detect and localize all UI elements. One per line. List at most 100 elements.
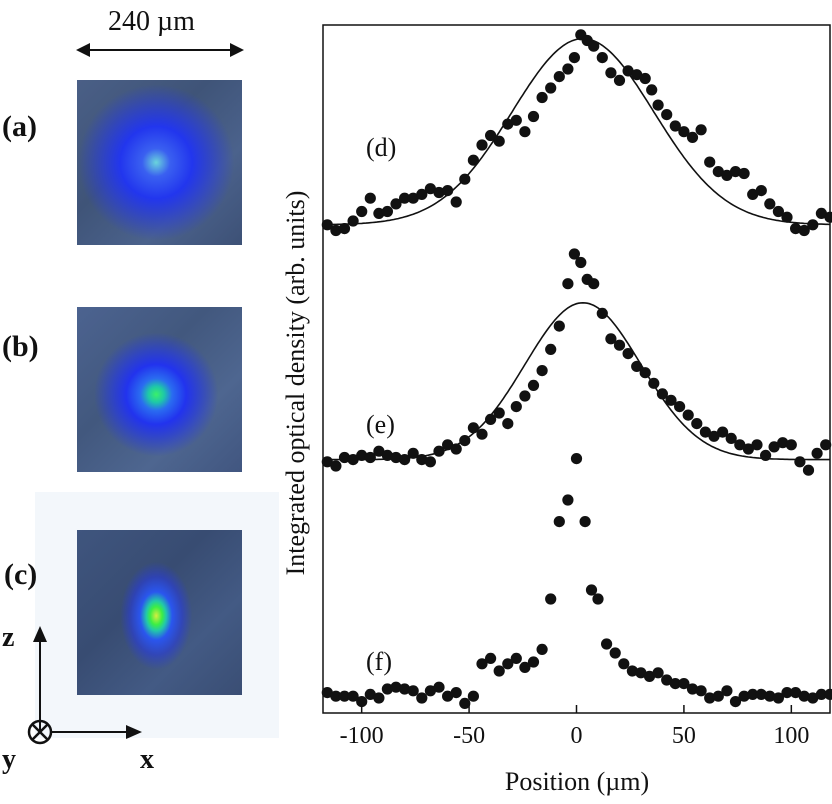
data-point <box>807 219 819 231</box>
data-point <box>510 652 522 665</box>
data-point <box>613 74 626 86</box>
data-point <box>742 443 755 455</box>
data-point <box>536 91 548 104</box>
data-point <box>802 464 815 476</box>
data-point <box>527 656 540 668</box>
x-tick-label: 100 <box>773 723 809 749</box>
data-point <box>416 454 428 466</box>
data-point <box>485 129 497 142</box>
data-point <box>596 52 608 64</box>
data-point <box>635 667 647 679</box>
data-point <box>510 114 522 126</box>
data-point <box>626 665 639 677</box>
data-point <box>510 401 522 413</box>
data-point <box>764 198 776 210</box>
data-point <box>545 343 557 355</box>
x-tick-label: -100 <box>340 723 384 749</box>
data-point <box>416 188 428 200</box>
scale-bar-arrow <box>76 43 244 57</box>
data-point <box>729 166 742 178</box>
x-tick-label: -50 <box>453 723 485 749</box>
data-point <box>704 156 716 168</box>
axis-z-label: z <box>2 622 14 653</box>
data-point <box>390 451 402 464</box>
data-point <box>553 320 565 332</box>
data-point <box>338 223 351 235</box>
data-point <box>502 658 514 670</box>
data-point <box>356 205 368 218</box>
data-point <box>390 681 402 693</box>
data-point <box>373 207 385 219</box>
data-point <box>652 667 664 679</box>
data-point <box>824 688 832 700</box>
data-point <box>768 441 780 453</box>
data-point <box>798 224 810 237</box>
data-point <box>338 451 351 464</box>
coordinate-axes: z x y <box>2 622 154 775</box>
data-point <box>347 454 359 466</box>
data-point <box>794 456 806 468</box>
panel-label-c: (c) <box>4 558 38 591</box>
data-point <box>807 692 819 704</box>
data-point <box>502 118 514 130</box>
data-point <box>646 84 658 96</box>
data-point <box>605 333 617 345</box>
data-point <box>592 593 604 605</box>
data-point <box>330 224 342 237</box>
data-point <box>467 154 479 166</box>
data-point <box>416 692 428 704</box>
data-point <box>691 418 703 430</box>
data-point <box>356 449 368 461</box>
data-point <box>562 278 574 290</box>
data-point <box>777 437 789 449</box>
data-point <box>450 443 462 455</box>
data-point <box>364 688 376 701</box>
data-point <box>493 665 505 677</box>
data-point <box>712 690 724 702</box>
data-point <box>601 638 613 650</box>
data-point <box>764 690 776 702</box>
data-point <box>553 71 565 83</box>
data-point <box>618 658 630 670</box>
absorption-image-b <box>77 307 242 472</box>
data-point <box>459 697 471 710</box>
data-point <box>820 439 832 451</box>
data-point <box>704 692 716 704</box>
data-point <box>790 223 802 235</box>
axis-y-label: y <box>2 744 16 775</box>
x-tick-label: 0 <box>571 723 583 749</box>
data-point <box>622 65 634 77</box>
data-point <box>485 413 497 425</box>
data-point <box>373 692 385 704</box>
data-point <box>407 685 419 697</box>
data-point <box>661 674 673 686</box>
data-point <box>459 173 471 185</box>
panel-label-d: (d) <box>366 133 396 162</box>
data-point <box>605 67 617 79</box>
data-point <box>798 690 810 702</box>
data-point <box>485 652 497 665</box>
data-point <box>321 456 333 468</box>
data-point <box>536 643 548 656</box>
data-point <box>502 418 514 430</box>
data-point <box>568 52 581 64</box>
plot-frame <box>322 24 831 714</box>
data-point <box>747 188 759 200</box>
data-point <box>725 432 737 444</box>
data-point <box>476 658 488 670</box>
data-point <box>364 451 376 464</box>
absorption-image-a <box>77 80 242 245</box>
data-point <box>772 205 785 218</box>
data-point <box>686 131 699 143</box>
data-point <box>381 683 393 695</box>
fit-curve <box>323 301 830 461</box>
data-point <box>790 687 802 699</box>
data-point <box>519 390 531 402</box>
data-point <box>442 439 454 451</box>
data-point <box>588 40 600 52</box>
data-point <box>613 339 626 351</box>
data-point <box>665 394 677 406</box>
data-point <box>442 690 454 702</box>
y-axis-title: Integrated optical density (arb. units) <box>281 191 310 576</box>
data-point <box>321 687 333 699</box>
